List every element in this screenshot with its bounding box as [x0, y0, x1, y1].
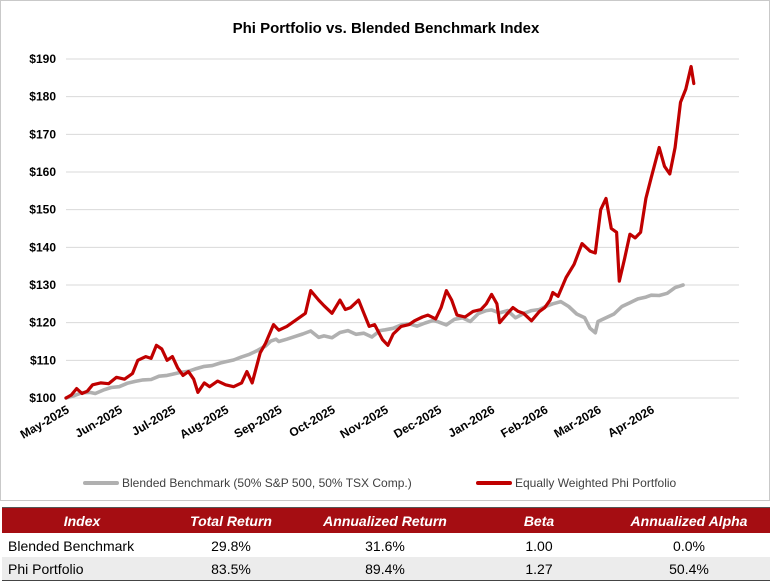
- y-tick-label: $100: [29, 391, 56, 405]
- stats-table: Index Total Return Annualized Return Bet…: [2, 507, 770, 581]
- x-tick-label: Nov-2025: [337, 402, 390, 441]
- header-index: Index: [2, 507, 162, 534]
- legend: Blended Benchmark (50% S&P 500, 50% TSX …: [83, 476, 677, 490]
- cell-annualized-return: 31.6%: [300, 533, 470, 557]
- x-tick-label: Apr-2026: [605, 402, 657, 440]
- x-tick-label: Jul-2025: [129, 402, 178, 438]
- cell-annualized-alpha: 0.0%: [608, 533, 770, 557]
- x-tick-label: May-2025: [18, 402, 72, 441]
- y-tick-label: $110: [30, 353, 56, 367]
- cell-annualized-alpha: 50.4%: [608, 557, 770, 581]
- cell-total-return: 29.8%: [162, 533, 300, 557]
- x-axis-ticks: May-2025 Jun-2025 Jul-2025 Aug-2025 Sep-2025…: [18, 402, 657, 441]
- y-tick-label: $140: [29, 240, 56, 254]
- cell-total-return: 83.5%: [162, 557, 300, 581]
- series-lines: [64, 64, 696, 400]
- x-tick-label: Mar-2026: [551, 402, 603, 440]
- header-annualized-return: Annualized Return: [300, 507, 470, 534]
- x-tick-label: Dec-2025: [391, 402, 444, 441]
- x-tick-label: Sep-2025: [232, 402, 285, 441]
- y-tick-label: $130: [29, 278, 56, 292]
- table-row: Phi Portfolio 83.5% 89.4% 1.27 50.4%: [2, 557, 770, 581]
- y-tick-label: $160: [29, 165, 56, 179]
- series-line-phi-portfolio: [64, 64, 696, 400]
- cell-beta: 1.27: [470, 557, 608, 581]
- y-tick-label: $180: [29, 90, 56, 104]
- x-tick-label: Oct-2025: [287, 402, 338, 440]
- y-axis-ticks: $100 $110 $120 $130 $140 $150 $160 $170 $180 $190: [29, 52, 56, 405]
- legend-label-phi-portfolio: Equally Weighted Phi Portfolio: [515, 476, 677, 490]
- x-tick-label: Aug-2025: [177, 402, 231, 441]
- y-tick-label: $190: [29, 52, 56, 66]
- x-tick-label: Jan-2026: [446, 402, 498, 440]
- header-beta: Beta: [470, 507, 608, 534]
- chart-title: Phi Portfolio vs. Blended Benchmark Inde…: [233, 20, 540, 37]
- legend-label-benchmark: Blended Benchmark (50% S&P 500, 50% TSX …: [122, 476, 412, 490]
- line-chart: Phi Portfolio vs. Blended Benchmark Inde…: [18, 20, 739, 490]
- x-tick-label: Feb-2026: [498, 402, 550, 440]
- y-tick-label: $120: [29, 316, 56, 330]
- header-total-return: Total Return: [162, 507, 300, 534]
- stats-header-row: Index Total Return Annualized Return Bet…: [2, 507, 770, 534]
- cell-beta: 1.00: [470, 533, 608, 557]
- series-line-benchmark: [64, 283, 685, 400]
- cell-annualized-return: 89.4%: [300, 557, 470, 581]
- x-tick-label: Jun-2025: [73, 402, 125, 440]
- gridlines: [66, 58, 739, 399]
- chart-frame: [0, 0, 770, 501]
- y-tick-label: $150: [29, 203, 56, 217]
- cell-index-name: Blended Benchmark: [2, 533, 162, 557]
- table-row: Blended Benchmark 29.8% 31.6% 1.00 0.0%: [2, 533, 770, 557]
- cell-index-name: Phi Portfolio: [2, 557, 162, 581]
- y-tick-label: $170: [29, 127, 56, 141]
- header-annualized-alpha: Annualized Alpha: [608, 507, 770, 534]
